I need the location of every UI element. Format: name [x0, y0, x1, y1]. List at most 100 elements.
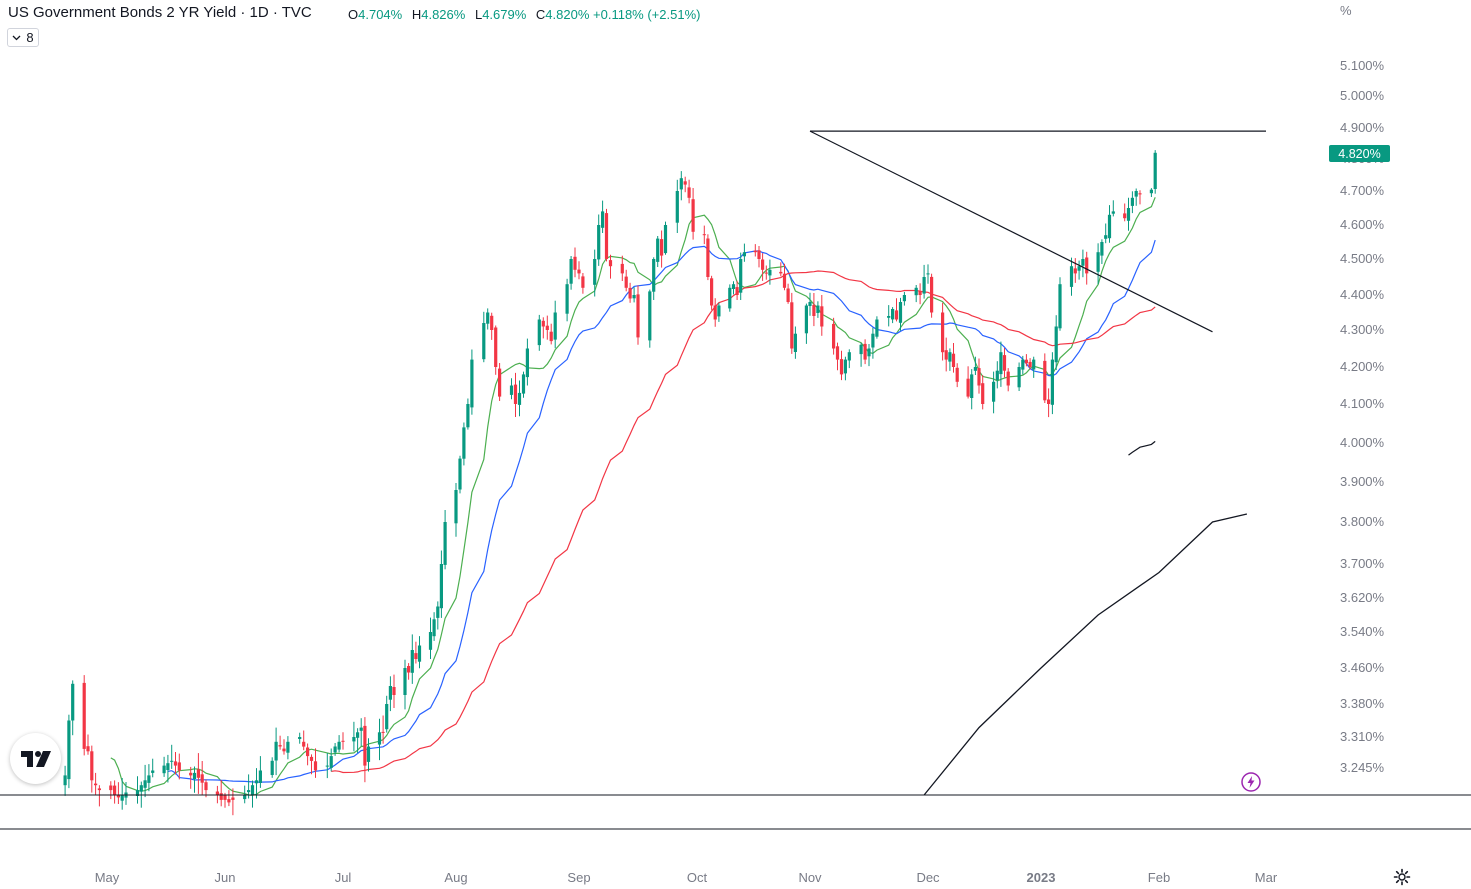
candle[interactable] — [839, 350, 844, 381]
candle[interactable] — [1028, 358, 1032, 370]
tradingview-logo-icon[interactable] — [10, 733, 61, 784]
candle[interactable] — [366, 738, 371, 772]
candle[interactable] — [1096, 243, 1100, 285]
candle[interactable] — [486, 308, 490, 330]
candle[interactable] — [385, 695, 389, 733]
candle[interactable] — [871, 327, 875, 359]
candle[interactable] — [414, 641, 418, 664]
candle[interactable] — [786, 283, 790, 304]
candle[interactable] — [410, 634, 414, 684]
candle[interactable] — [710, 275, 714, 310]
candle[interactable] — [624, 269, 628, 292]
candle[interactable] — [250, 780, 255, 808]
candle[interactable] — [887, 305, 891, 327]
candle[interactable] — [867, 344, 871, 367]
candle[interactable] — [902, 291, 906, 306]
candle[interactable] — [1017, 362, 1021, 392]
candle[interactable] — [381, 715, 385, 744]
candle[interactable] — [742, 243, 746, 262]
candle[interactable] — [675, 179, 679, 233]
candle[interactable] — [490, 312, 494, 340]
candle[interactable] — [995, 361, 999, 389]
candle[interactable] — [243, 785, 247, 804]
candle[interactable] — [352, 721, 356, 752]
candle[interactable] — [1077, 260, 1081, 280]
candle[interactable] — [177, 753, 181, 780]
candle[interactable] — [687, 179, 691, 204]
candle[interactable] — [691, 188, 695, 240]
candle[interactable] — [525, 338, 529, 386]
candle[interactable] — [597, 214, 601, 266]
candle[interactable] — [1134, 188, 1138, 206]
candle[interactable] — [951, 343, 956, 373]
candle[interactable] — [200, 761, 204, 795]
candle[interactable] — [309, 754, 314, 775]
candle[interactable] — [656, 236, 660, 267]
candle[interactable] — [90, 745, 94, 793]
candle[interactable] — [417, 636, 422, 669]
candle[interactable] — [388, 676, 392, 712]
candle[interactable] — [113, 780, 117, 804]
candle[interactable] — [1107, 205, 1112, 243]
candle[interactable] — [227, 790, 231, 807]
candle[interactable] — [577, 261, 581, 280]
candle[interactable] — [545, 315, 549, 340]
candle[interactable] — [282, 739, 286, 755]
candle[interactable] — [648, 289, 652, 348]
candle[interactable] — [816, 301, 820, 318]
candle[interactable] — [593, 249, 597, 297]
candle[interactable] — [173, 752, 178, 775]
y-axis[interactable]: 5.100%5.000%4.900%4.800%4.700%4.600%4.50… — [1340, 58, 1385, 775]
candle[interactable] — [71, 680, 75, 736]
candle[interactable] — [804, 303, 808, 344]
candle[interactable] — [363, 717, 367, 783]
candle[interactable] — [109, 781, 113, 800]
candle[interactable] — [151, 758, 155, 778]
candle[interactable] — [482, 311, 486, 363]
candle[interactable] — [204, 779, 208, 798]
candle[interactable] — [302, 730, 306, 751]
candle[interactable] — [569, 256, 573, 290]
candle[interactable] — [832, 317, 836, 355]
candle[interactable] — [1050, 352, 1054, 415]
candle[interactable] — [706, 234, 710, 281]
candle[interactable] — [628, 282, 632, 303]
candle[interactable] — [1058, 277, 1062, 331]
candle[interactable] — [333, 743, 337, 756]
candle[interactable] — [377, 718, 382, 761]
candle[interactable] — [1153, 150, 1157, 194]
candle[interactable] — [509, 378, 514, 400]
candle[interactable] — [521, 371, 526, 398]
candle[interactable] — [143, 764, 147, 798]
candle[interactable] — [717, 302, 721, 322]
candle[interactable] — [1047, 388, 1051, 418]
candle[interactable] — [944, 337, 948, 372]
candle[interactable] — [652, 257, 656, 300]
candle[interactable] — [517, 380, 522, 417]
lightning-icon[interactable] — [1241, 772, 1261, 792]
candle[interactable] — [859, 342, 863, 367]
candle[interactable] — [601, 200, 605, 233]
candle[interactable] — [247, 774, 251, 799]
candle[interactable] — [1100, 239, 1104, 264]
candle[interactable] — [313, 748, 318, 778]
candle[interactable] — [636, 285, 640, 345]
candle[interactable] — [498, 363, 502, 401]
candle[interactable] — [298, 732, 302, 744]
candle[interactable] — [189, 766, 193, 789]
moving-average-20[interactable] — [167, 239, 1156, 783]
candle[interactable] — [67, 714, 71, 789]
indicators-toggle-button[interactable]: 8 — [7, 28, 39, 47]
candle[interactable] — [1085, 251, 1089, 285]
candle[interactable] — [898, 297, 903, 331]
candle[interactable] — [306, 743, 310, 766]
candle[interactable] — [808, 292, 812, 316]
candle[interactable] — [231, 788, 235, 816]
candle[interactable] — [731, 281, 736, 295]
candle[interactable] — [977, 358, 981, 394]
settings-gear-icon[interactable] — [1393, 868, 1411, 886]
candle[interactable] — [196, 753, 200, 794]
candle[interactable] — [632, 287, 636, 303]
candle[interactable] — [432, 612, 436, 641]
